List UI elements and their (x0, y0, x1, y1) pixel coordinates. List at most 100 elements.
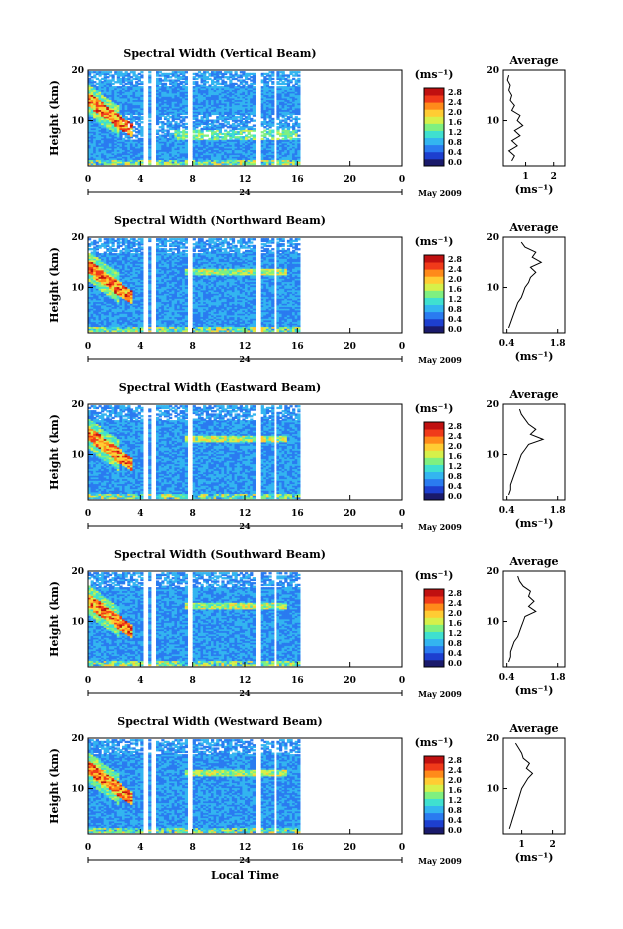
colorbar-swatch (424, 123, 444, 130)
heatmap-cell (227, 121, 230, 123)
x-tick-label: 20 (343, 175, 356, 185)
spectral-width-figure: Spectral Width (Vertical Beam)20100 4 8 12 1… (0, 0, 623, 929)
average-x-tick-label: 2 (551, 172, 557, 182)
colorbar-swatch (424, 95, 444, 102)
heatmap-cell (297, 85, 300, 87)
heatmap-cell (282, 71, 285, 73)
colorbar-swatch (424, 116, 444, 123)
heatmap-cell (185, 140, 188, 142)
heatmap-cell (195, 81, 198, 83)
colorbar-unit: (ms⁻¹) (415, 68, 454, 81)
heatmap-cell (271, 118, 274, 120)
heatmap-cell (185, 131, 188, 133)
average-y-tick-label: 20 (486, 66, 499, 76)
heatmap-cell (297, 118, 300, 120)
heatmap-cell (148, 123, 151, 125)
heatmap-cell (253, 128, 256, 130)
heatmap-cell (253, 120, 256, 122)
average-y-tick-label: 10 (486, 117, 499, 127)
colorbar-swatch (424, 152, 444, 159)
heatmap-cell (206, 81, 209, 83)
heatmap-cell (99, 238, 102, 240)
heatmap-cell (185, 86, 188, 88)
date-label: May 2009 (418, 188, 462, 198)
heatmap-cell (297, 71, 300, 73)
average-x-axis-label: (ms⁻¹) (515, 183, 554, 196)
heatmap-cell (185, 76, 188, 78)
heatmap-cell (297, 130, 300, 132)
heatmap-cell (253, 73, 256, 75)
heatmap-cell (271, 71, 274, 73)
colorbar-swatch (424, 159, 444, 166)
heatmap-cell (140, 121, 143, 123)
day-label: 24 (239, 187, 251, 197)
average-title: Average (508, 54, 558, 67)
panel-title: Spectral Width (Northward Beam) (114, 214, 326, 227)
heatmap-cell (148, 86, 151, 88)
x-tick-label: 8 (190, 175, 196, 185)
average-profile-line (507, 75, 523, 161)
heatmap-cell (185, 71, 188, 73)
heatmap-cell (235, 71, 238, 73)
heatmap-cell (140, 238, 143, 240)
x-tick-label: 16 (291, 175, 304, 185)
heatmap-cell (287, 123, 290, 125)
heatmap-cell (271, 81, 274, 83)
colorbar-swatch (424, 145, 444, 152)
heatmap-cell (140, 74, 143, 76)
colorbar-tick-label: 1.6 (448, 117, 462, 127)
x-tick-label: 12 (239, 175, 252, 185)
heatmap-cell (297, 74, 300, 76)
heatmap-cell (297, 78, 300, 80)
heatmap-cells (88, 71, 301, 165)
average-frame (503, 70, 565, 166)
heatmap-cell (229, 71, 232, 73)
y-axis-label: Height (km) (48, 80, 61, 156)
y-tick-label: 10 (71, 117, 84, 127)
colorbar-tick-label: 0.0 (448, 157, 462, 167)
heatmap-cell (271, 78, 274, 80)
heatmap-cell (253, 135, 256, 137)
colorbar-swatch (424, 138, 444, 145)
heatmap-cells (88, 238, 301, 332)
colorbar-tick-label: 0.8 (448, 137, 462, 147)
average-x-tick-label: 1 (522, 172, 528, 182)
y-tick-label: 20 (71, 66, 84, 76)
heatmap-cell (224, 81, 227, 83)
panel-title: Spectral Width (Vertical Beam) (123, 47, 316, 60)
colorbar-tick-label: 2.0 (448, 107, 462, 117)
heatmap-cell (140, 126, 143, 128)
heatmap-cell (148, 120, 151, 122)
heatmap-cell (297, 135, 300, 137)
heatmap-cell (140, 86, 143, 88)
heatmap-cell (133, 71, 136, 73)
heatmap-cell (148, 246, 151, 248)
colorbar-swatch (424, 88, 444, 95)
colorbar-swatch (424, 131, 444, 138)
x-tick-label: 0 (85, 175, 91, 185)
heatmap-cell (253, 125, 256, 127)
heatmap-cell (140, 252, 143, 254)
heatmap-cell (297, 123, 300, 125)
colorbar-tick-label: 1.2 (448, 127, 462, 137)
heatmap-cell (148, 71, 151, 73)
heatmap-cell (185, 123, 188, 125)
heatmap-cell (140, 81, 143, 83)
x-tick-label: 0 (399, 175, 405, 185)
heatmap-cell (206, 135, 209, 137)
heatmap-cell (271, 130, 274, 132)
heatmap-cell (140, 71, 143, 73)
heatmap-cell (109, 71, 112, 73)
heatmap-cell (148, 238, 151, 240)
x-tick-label: 4 (137, 175, 143, 185)
heatmap-cell (148, 74, 151, 76)
heatmap-cell (245, 81, 248, 83)
colorbar-swatch (424, 109, 444, 116)
colorbar-swatch (424, 102, 444, 109)
heatmap-cell (185, 126, 188, 128)
heatmap-cell (271, 135, 274, 137)
heatmap-cell (164, 83, 167, 85)
colorbar-tick-label: 0.4 (448, 147, 462, 157)
heatmap-cell (185, 116, 188, 118)
